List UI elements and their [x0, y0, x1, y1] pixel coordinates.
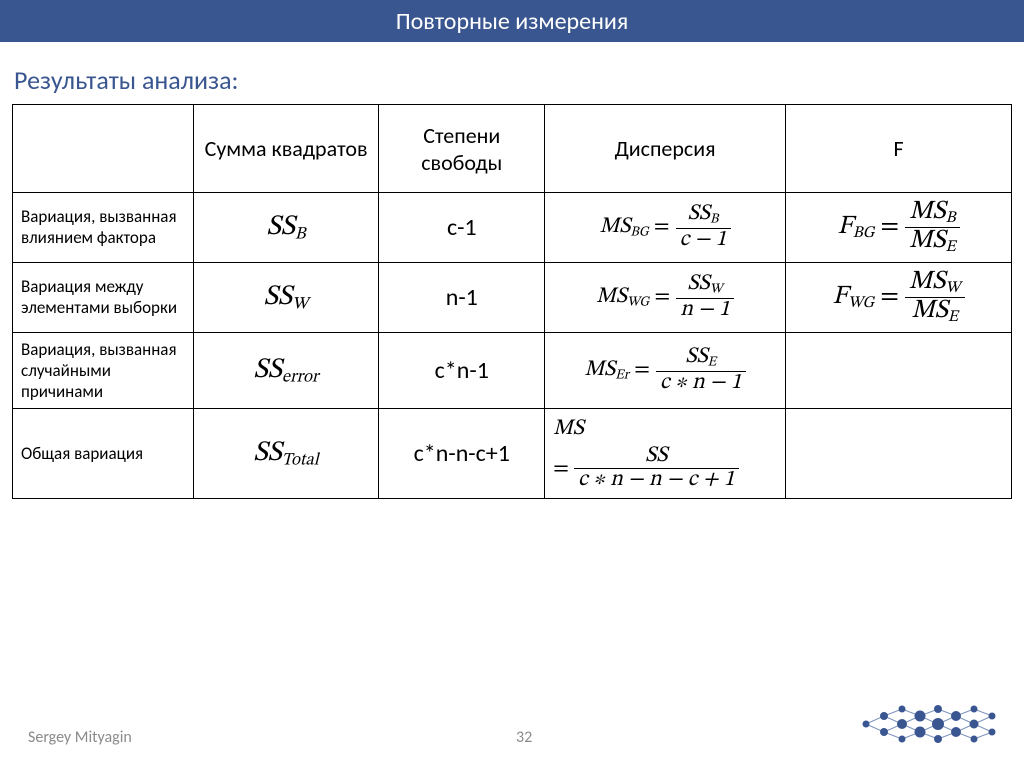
df-cell: c*n-n-c+1 — [379, 408, 545, 498]
subheading: Результаты анализа: — [14, 64, 1012, 96]
ss-cell: SSTotal — [193, 408, 379, 498]
table-row: Вариация, вызванная случайными причинами… — [13, 332, 1012, 408]
row-label: Вариация, вызванная случайными причинами — [13, 332, 194, 408]
footer: Sergey Mityagin 32 — [0, 719, 1024, 755]
col-f: F — [786, 105, 1012, 193]
anova-table: Сумма квадратов Степени свободы Дисперси… — [12, 104, 1012, 499]
col-df: Степени свободы — [379, 105, 545, 193]
df-cell: c-1 — [379, 193, 545, 263]
col-ss: Сумма квадратов — [193, 105, 379, 193]
row-label: Вариация между элементами выборки — [13, 262, 194, 332]
ms-cell: MSEr = SSE c ∗ n − 1 — [545, 332, 786, 408]
table-row: Общая вариация SSTotal c*n-n-c+1 MS = SS — [13, 408, 1012, 498]
col-empty — [13, 105, 194, 193]
title-bar: Повторные измерения — [0, 0, 1024, 42]
df-cell: c*n-1 — [379, 332, 545, 408]
ss-cell: SSB — [193, 193, 379, 263]
ms-cell: MS = SS c ∗ n − n − c + 1 — [545, 408, 786, 498]
ms-cell: MSBG = SSB c − 1 — [545, 193, 786, 263]
ss-cell: SSW — [193, 262, 379, 332]
table-row: Вариация, вызванная влиянием фактора SSB… — [13, 193, 1012, 263]
row-label: Общая вариация — [13, 408, 194, 498]
footer-page: 32 — [516, 728, 532, 747]
content-area: Результаты анализа: Сумма квадратов Степ… — [0, 42, 1024, 499]
page-title: Повторные измерения — [396, 7, 629, 36]
decoration-icon — [856, 703, 1006, 745]
f-cell — [786, 408, 1012, 498]
ss-cell: SSerror — [193, 332, 379, 408]
f-cell — [786, 332, 1012, 408]
table-row: Вариация между элементами выборки SSW n-… — [13, 262, 1012, 332]
f-cell: FBG = MSB MSE — [786, 193, 1012, 263]
footer-author: Sergey Mityagin — [28, 728, 132, 747]
col-dispersion: Дисперсия — [545, 105, 786, 193]
row-label: Вариация, вызванная влиянием фактора — [13, 193, 194, 263]
ms-cell: MSWG = SSW n − 1 — [545, 262, 786, 332]
df-cell: n-1 — [379, 262, 545, 332]
f-cell: FWG = MSW MSE — [786, 262, 1012, 332]
table-header-row: Сумма квадратов Степени свободы Дисперси… — [13, 105, 1012, 193]
